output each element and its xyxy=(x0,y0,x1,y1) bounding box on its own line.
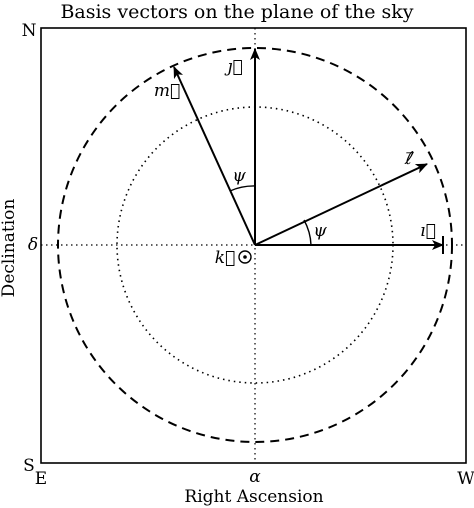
vector-m-label: m⃗ xyxy=(154,81,180,101)
vector-l-arrow xyxy=(254,163,428,246)
psi-label-upper: ψ xyxy=(232,166,246,186)
psi-label-lower: ψ xyxy=(313,221,327,241)
y-axis-label: Declination xyxy=(0,199,19,298)
vector-j-label: ȷ⃗ xyxy=(224,57,242,77)
west-label: W xyxy=(457,469,474,489)
psi-arc-upper xyxy=(229,185,256,192)
vector-m-arrow xyxy=(173,66,256,246)
vector-k-dot-symbol xyxy=(243,255,247,259)
psi-arc-lower xyxy=(303,219,312,246)
vector-k-circle-symbol xyxy=(238,250,252,264)
vector-l-label: ℓ⃗ xyxy=(403,149,414,169)
alpha-label: α xyxy=(249,467,261,487)
south-label: S xyxy=(23,456,35,476)
vector-i-label: ı⃗ xyxy=(420,221,436,241)
outer-dashed-circle xyxy=(57,47,453,443)
vector-k-label: k⃗ xyxy=(215,248,236,268)
delta-label: δ xyxy=(28,235,38,255)
diagram-title: Basis vectors on the plane of the sky xyxy=(60,1,413,23)
east-label: E xyxy=(35,469,47,489)
x-axis-label: Right Ascension xyxy=(184,487,323,507)
north-label: N xyxy=(22,21,37,41)
